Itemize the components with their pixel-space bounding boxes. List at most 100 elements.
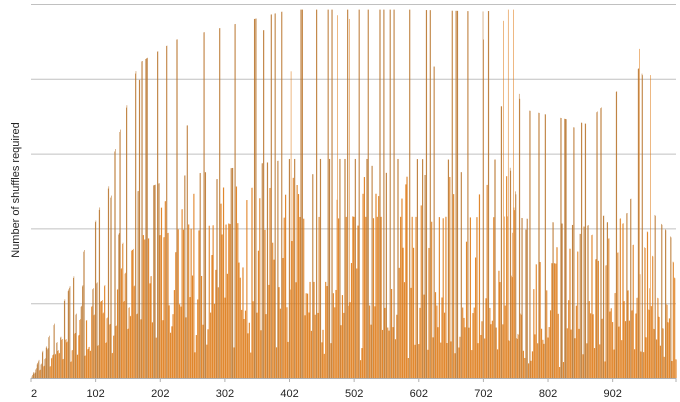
bar — [182, 229, 184, 378]
bar — [72, 349, 73, 378]
bar — [173, 314, 174, 378]
bar — [324, 353, 325, 378]
bar — [345, 158, 346, 378]
bar — [552, 222, 554, 378]
bar — [336, 289, 337, 378]
bar — [239, 277, 241, 378]
bar — [138, 80, 140, 378]
bar — [100, 302, 101, 378]
bar — [122, 243, 123, 378]
bar — [116, 289, 118, 378]
bar — [87, 349, 88, 378]
bar — [323, 353, 325, 378]
bar — [648, 309, 649, 378]
bar — [581, 122, 583, 378]
bar — [417, 159, 418, 378]
bar — [608, 238, 610, 378]
bar — [182, 209, 183, 378]
bar — [174, 290, 175, 378]
bar — [422, 159, 423, 378]
bar — [408, 358, 409, 378]
bar — [374, 306, 375, 378]
bar — [207, 329, 208, 378]
bar — [491, 320, 493, 378]
bar — [407, 176, 408, 378]
bar — [127, 329, 128, 378]
bar — [77, 354, 79, 378]
bar — [617, 252, 619, 378]
bar — [69, 287, 70, 378]
bar — [67, 291, 69, 378]
bar — [639, 48, 640, 378]
bar — [43, 366, 44, 378]
bar — [274, 13, 276, 378]
bar — [76, 313, 77, 378]
bar — [94, 222, 96, 378]
bar — [192, 275, 194, 378]
bar — [467, 11, 469, 379]
bar — [228, 223, 229, 378]
bar — [396, 314, 398, 378]
bar — [423, 294, 424, 378]
bar — [480, 334, 481, 378]
bar — [458, 347, 459, 378]
bar — [337, 15, 338, 378]
bar — [251, 187, 252, 378]
bar — [257, 312, 258, 378]
bar — [305, 293, 307, 378]
bar — [646, 337, 647, 378]
bar — [288, 159, 290, 378]
bar — [218, 287, 219, 378]
bar — [297, 185, 298, 378]
bar — [86, 320, 88, 378]
bar — [456, 10, 457, 378]
bar — [316, 9, 318, 379]
bar — [57, 350, 59, 378]
bar — [617, 252, 618, 378]
bar — [131, 249, 133, 378]
bar — [566, 328, 568, 378]
bar — [264, 229, 265, 378]
bar — [284, 194, 286, 378]
bar — [189, 297, 190, 378]
bar — [520, 314, 522, 378]
bar — [471, 350, 473, 378]
bar — [649, 288, 651, 378]
bar — [651, 306, 652, 378]
bar — [665, 229, 666, 378]
bar — [133, 286, 135, 378]
bar — [102, 299, 103, 378]
bar — [40, 369, 41, 378]
bar — [249, 322, 250, 378]
bar — [88, 347, 90, 378]
bar — [85, 320, 87, 378]
bar — [636, 297, 638, 378]
bar — [350, 263, 352, 378]
bar — [108, 186, 110, 378]
bar — [351, 263, 353, 378]
bar — [495, 159, 496, 378]
bar — [221, 203, 222, 378]
bar — [674, 278, 676, 378]
bar — [569, 248, 570, 378]
bar — [442, 218, 444, 378]
bar — [540, 328, 542, 378]
bar — [489, 307, 490, 378]
bar — [304, 315, 305, 378]
bar — [593, 314, 594, 378]
bar — [452, 10, 453, 378]
bar — [413, 247, 415, 378]
bar — [299, 216, 300, 378]
bar — [404, 282, 406, 378]
bar — [590, 313, 591, 378]
bar — [118, 234, 119, 378]
bar — [181, 209, 183, 378]
bar — [226, 273, 228, 378]
bar — [266, 314, 267, 378]
bar — [368, 9, 369, 379]
bar — [567, 328, 568, 378]
bar — [443, 312, 445, 378]
bar — [341, 295, 343, 378]
bar — [134, 285, 135, 378]
bar — [332, 293, 334, 378]
